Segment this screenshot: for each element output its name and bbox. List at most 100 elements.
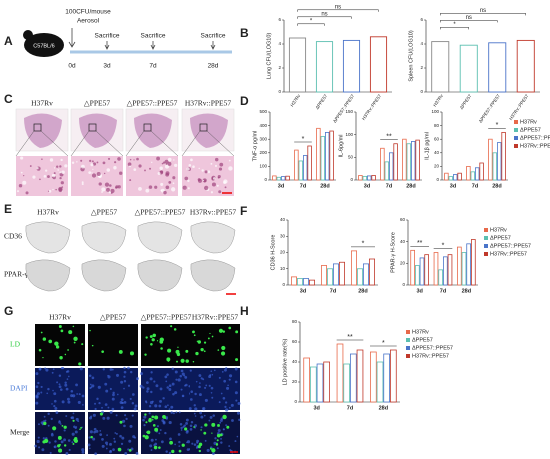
bar	[336, 343, 344, 403]
nucleus	[89, 447, 91, 450]
lipid-droplet	[177, 346, 179, 348]
nucleus	[133, 436, 137, 439]
tissue-texture	[172, 182, 175, 185]
lipid-droplet	[160, 347, 163, 350]
nucleus	[41, 448, 45, 452]
lipid-droplet	[60, 329, 64, 333]
bar	[474, 167, 480, 181]
bar	[424, 254, 430, 286]
lipid-droplet	[151, 338, 155, 342]
bar	[358, 175, 363, 181]
arrow	[68, 28, 76, 48]
bar	[290, 276, 297, 286]
tissue-texture	[129, 158, 132, 161]
nucleus	[109, 442, 112, 446]
y-tick-label: 2	[420, 65, 423, 70]
nucleus	[220, 392, 223, 395]
y-tick-label: 400	[259, 123, 267, 128]
legend-label: ΔPPE57	[412, 337, 433, 343]
nucleus	[144, 400, 148, 403]
nucleus	[129, 370, 133, 374]
lipid-droplet	[61, 424, 64, 427]
lipid-droplet	[216, 439, 219, 442]
nucleus	[35, 385, 39, 389]
nucleus	[111, 368, 114, 371]
tissue-texture	[106, 168, 111, 172]
bar	[393, 143, 398, 181]
lipid-droplet	[72, 325, 75, 328]
tissue-texture	[164, 159, 169, 164]
tissue-texture	[52, 188, 54, 191]
y-axis-title: Lung CFU(LOG10)	[266, 33, 272, 80]
bar	[356, 349, 364, 403]
tissue-texture	[117, 185, 121, 189]
nucleus	[35, 372, 39, 376]
y-tick-label: 2	[278, 65, 281, 70]
tissue-texture	[167, 161, 172, 166]
nucleus	[172, 412, 175, 415]
nucleus	[204, 386, 207, 389]
lipid-droplet	[153, 445, 158, 450]
nucleus	[143, 424, 146, 427]
nucleus	[184, 384, 187, 387]
nucleus	[65, 415, 68, 418]
arrow	[210, 41, 216, 50]
tissue-texture	[56, 165, 59, 168]
nucleus	[164, 375, 168, 379]
nucleus	[235, 399, 238, 402]
bar	[366, 175, 372, 181]
x-tick-label: 3d	[450, 183, 456, 189]
nucleus	[44, 367, 47, 370]
nucleus	[224, 368, 227, 372]
tissue-texture	[148, 185, 153, 189]
y-tick-label: 60	[400, 217, 406, 222]
lipid-droplet	[235, 358, 239, 362]
significance-bracket	[440, 20, 498, 23]
nucleus	[238, 418, 241, 422]
bar	[320, 265, 327, 286]
bar	[516, 39, 535, 93]
nucleus	[40, 391, 43, 394]
nucleus	[63, 429, 66, 432]
tissue-texture	[55, 188, 57, 191]
bar	[307, 145, 312, 181]
day-label: 0d	[68, 63, 76, 70]
bar	[338, 261, 345, 286]
bar	[329, 130, 334, 181]
nucleus	[179, 422, 183, 426]
tissue-texture	[186, 167, 190, 171]
lipid-droplet	[154, 415, 159, 420]
significance-label: ns	[335, 4, 341, 10]
significance-label: *	[310, 18, 313, 24]
nucleus	[102, 368, 105, 371]
panel-label: B	[240, 26, 249, 40]
column-header: △PPE57	[84, 99, 110, 108]
nucleus	[166, 373, 169, 376]
tissue-texture	[39, 178, 41, 181]
lipid-droplet	[219, 433, 223, 437]
nucleus	[101, 406, 103, 409]
x-tick-label: 28d	[492, 183, 501, 189]
bar	[431, 41, 450, 93]
nucleus	[106, 443, 108, 446]
nucleus	[228, 374, 233, 378]
tissue-texture	[60, 158, 63, 162]
nucleus	[105, 389, 109, 393]
nucleus	[198, 393, 202, 397]
bar	[369, 36, 388, 93]
nucleus	[189, 428, 193, 431]
lipid-droplet	[211, 335, 214, 338]
nucleus	[158, 404, 162, 408]
nucleus	[140, 372, 144, 376]
x-tick-label: H37Rv::PPE57	[361, 93, 383, 121]
nucleus	[128, 439, 132, 443]
tissue-texture	[192, 165, 195, 169]
nucleus	[88, 374, 92, 377]
tissue-texture	[187, 187, 190, 190]
nucleus	[37, 381, 40, 385]
bar	[433, 252, 439, 286]
nucleus	[95, 429, 99, 433]
legend-swatch	[514, 136, 518, 140]
nucleus	[64, 381, 67, 384]
nucleus	[94, 407, 97, 411]
